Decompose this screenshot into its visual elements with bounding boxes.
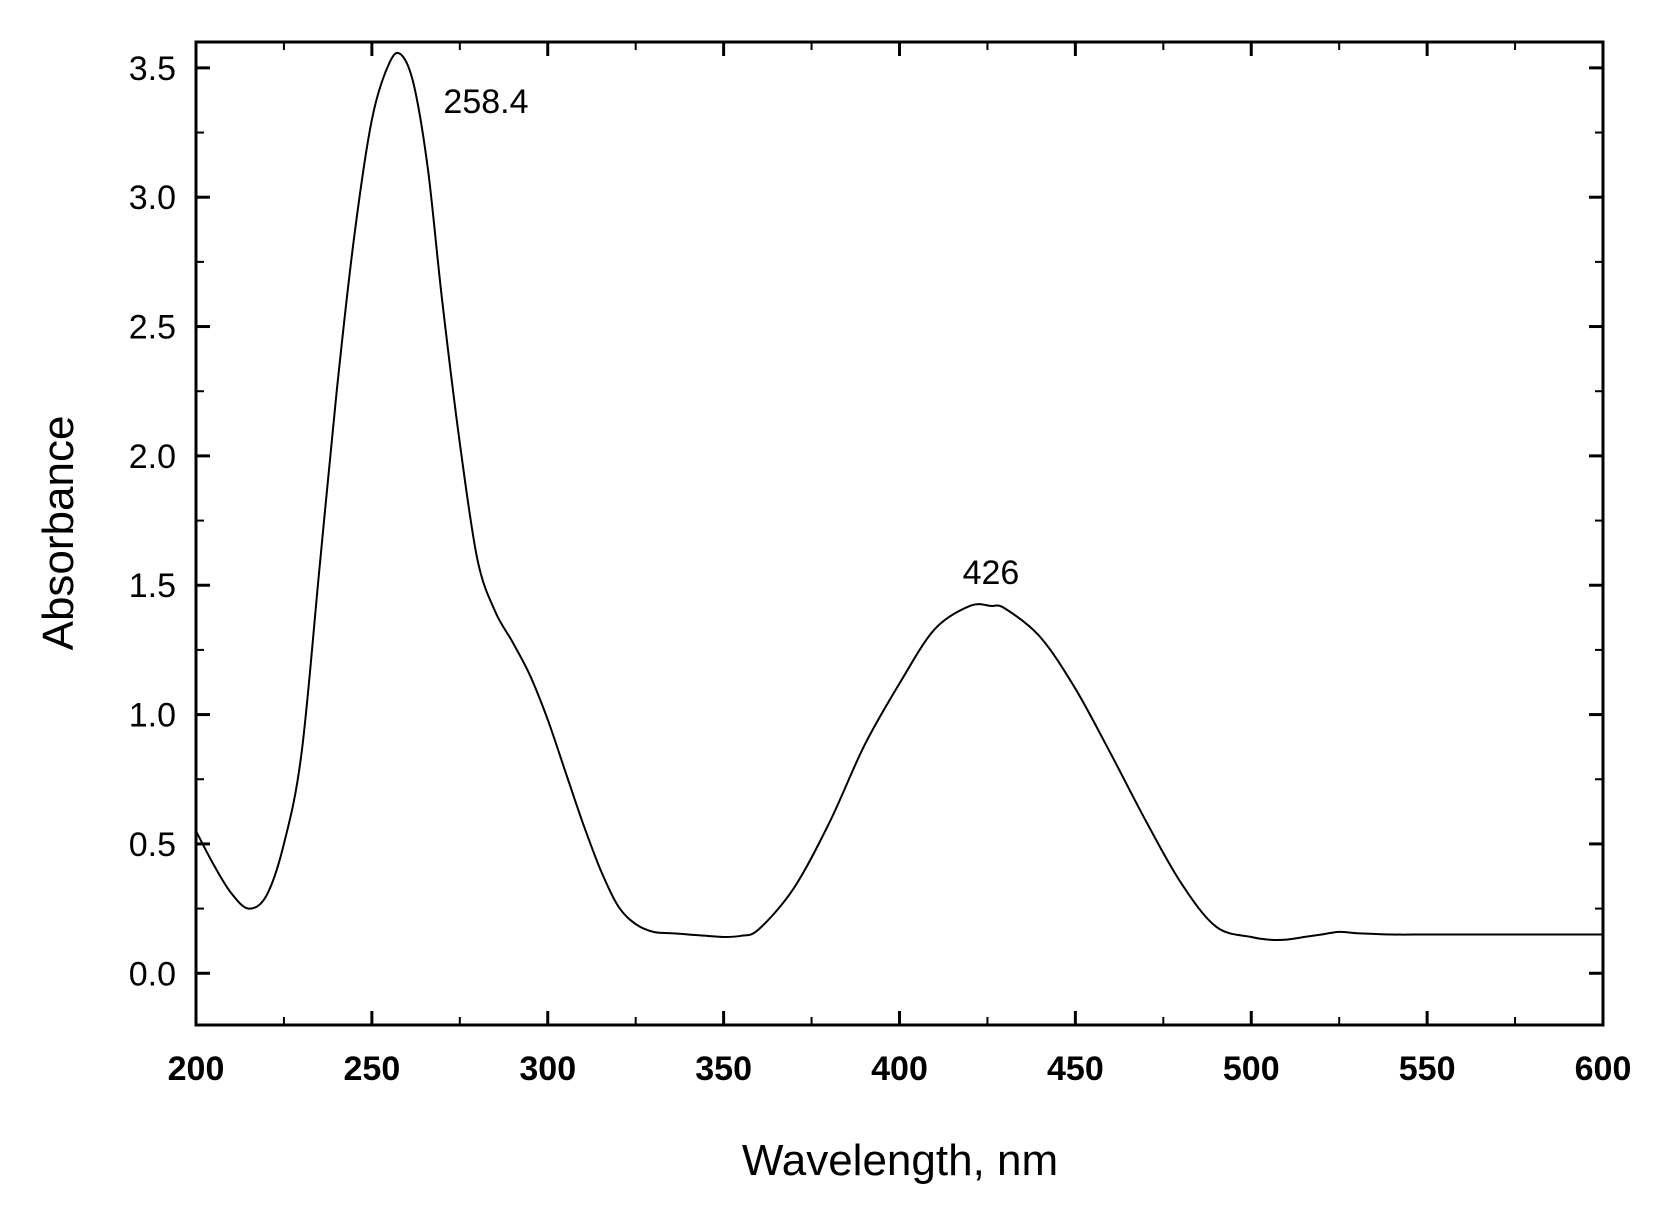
y-tick-label: 2.0 [129,438,176,476]
y-tick-label: 2.5 [129,309,176,347]
y-axis-title: Absorbance [34,416,83,651]
y-tick-label: 1.0 [129,697,176,735]
x-tick-label: 600 [1575,1050,1632,1088]
x-tick-label: 450 [1047,1050,1104,1088]
x-tick-label: 350 [695,1050,752,1088]
x-tick-label: 200 [168,1050,225,1088]
x-axis-title: Wavelength, nm [742,1136,1058,1185]
x-tick-labels: 200 250 300 350 400 450 500 550 600 [168,1050,1632,1088]
plot-frame [194,40,1605,1027]
peak-label: 258.4 [443,83,528,121]
ticks-layer [194,42,1605,1025]
y-tick-labels: 0.0 0.5 1.0 1.5 2.0 2.5 3.0 3.5 [129,50,176,993]
x-tick-label: 500 [1223,1050,1280,1088]
peak-label: 426 [963,554,1020,592]
y-tick-label: 0.5 [129,826,176,864]
x-tick-label: 400 [871,1050,928,1088]
x-tick-label: 250 [344,1050,401,1088]
y-tick-label: 1.5 [129,567,176,605]
y-tick-label: 0.0 [129,955,176,993]
x-tick-label: 300 [519,1050,576,1088]
x-tick-label: 550 [1399,1050,1456,1088]
y-tick-label: 3.0 [129,179,176,217]
y-tick-label: 3.5 [129,50,176,88]
peak-annotations: 258.4 426 [443,83,1019,592]
absorbance-series-line [195,51,1603,941]
